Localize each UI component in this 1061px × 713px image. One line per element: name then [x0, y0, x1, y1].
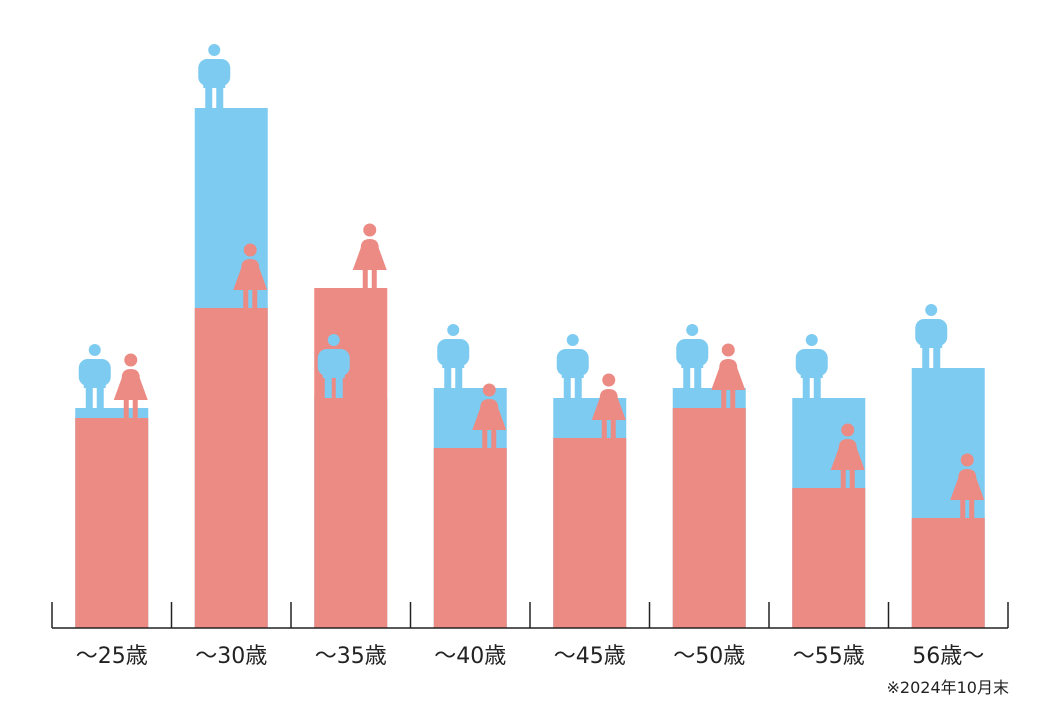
- male-icon-2: [317, 334, 350, 398]
- male-icon-7: [915, 304, 948, 368]
- x-axis: [51, 602, 1009, 629]
- female-icon-3: [472, 383, 507, 448]
- bar-female-3: [433, 448, 507, 628]
- x-tick-label-3: ～40歳: [434, 644, 506, 669]
- female-icon-0: [113, 353, 148, 418]
- male-icon-6: [795, 334, 828, 398]
- x-tick-label-1: ～30歳: [195, 644, 267, 669]
- bars-female: [75, 288, 985, 628]
- bar-female-2: [314, 288, 388, 628]
- x-tick-label-7: 56歳～: [912, 644, 984, 669]
- female-icon-4: [591, 373, 626, 438]
- female-icon-5: [711, 343, 746, 408]
- male-icon-0: [78, 344, 111, 408]
- male-icon-4: [556, 334, 589, 398]
- icons: [78, 44, 985, 518]
- bar-female-7: [911, 518, 985, 628]
- bar-female-5: [672, 408, 746, 628]
- female-icon-2: [352, 223, 387, 288]
- bar-female-1: [194, 308, 268, 628]
- male-icon-3: [437, 324, 470, 388]
- x-tick-label-2: ～35歳: [315, 644, 387, 669]
- x-tick-label-6: ～55歳: [793, 644, 865, 669]
- date-note: ※2024年10月末: [887, 678, 1010, 697]
- x-tick-label-4: ～45歳: [554, 644, 626, 669]
- bar-female-4: [553, 438, 627, 628]
- male-icon-5: [676, 324, 709, 388]
- male-icon-1: [198, 44, 231, 108]
- bar-female-0: [75, 418, 149, 628]
- x-tick-label-5: ～50歳: [673, 644, 745, 669]
- female-icon-1: [233, 243, 268, 308]
- bar-female-6: [792, 488, 866, 628]
- female-icon-6: [830, 423, 865, 488]
- female-icon-7: [950, 453, 985, 518]
- x-tick-labels: ～25歳 ～30歳 ～35歳 ～40歳 ～45歳 ～50歳 ～55歳 56歳～: [76, 644, 985, 669]
- x-tick-label-0: ～25歳: [76, 644, 148, 669]
